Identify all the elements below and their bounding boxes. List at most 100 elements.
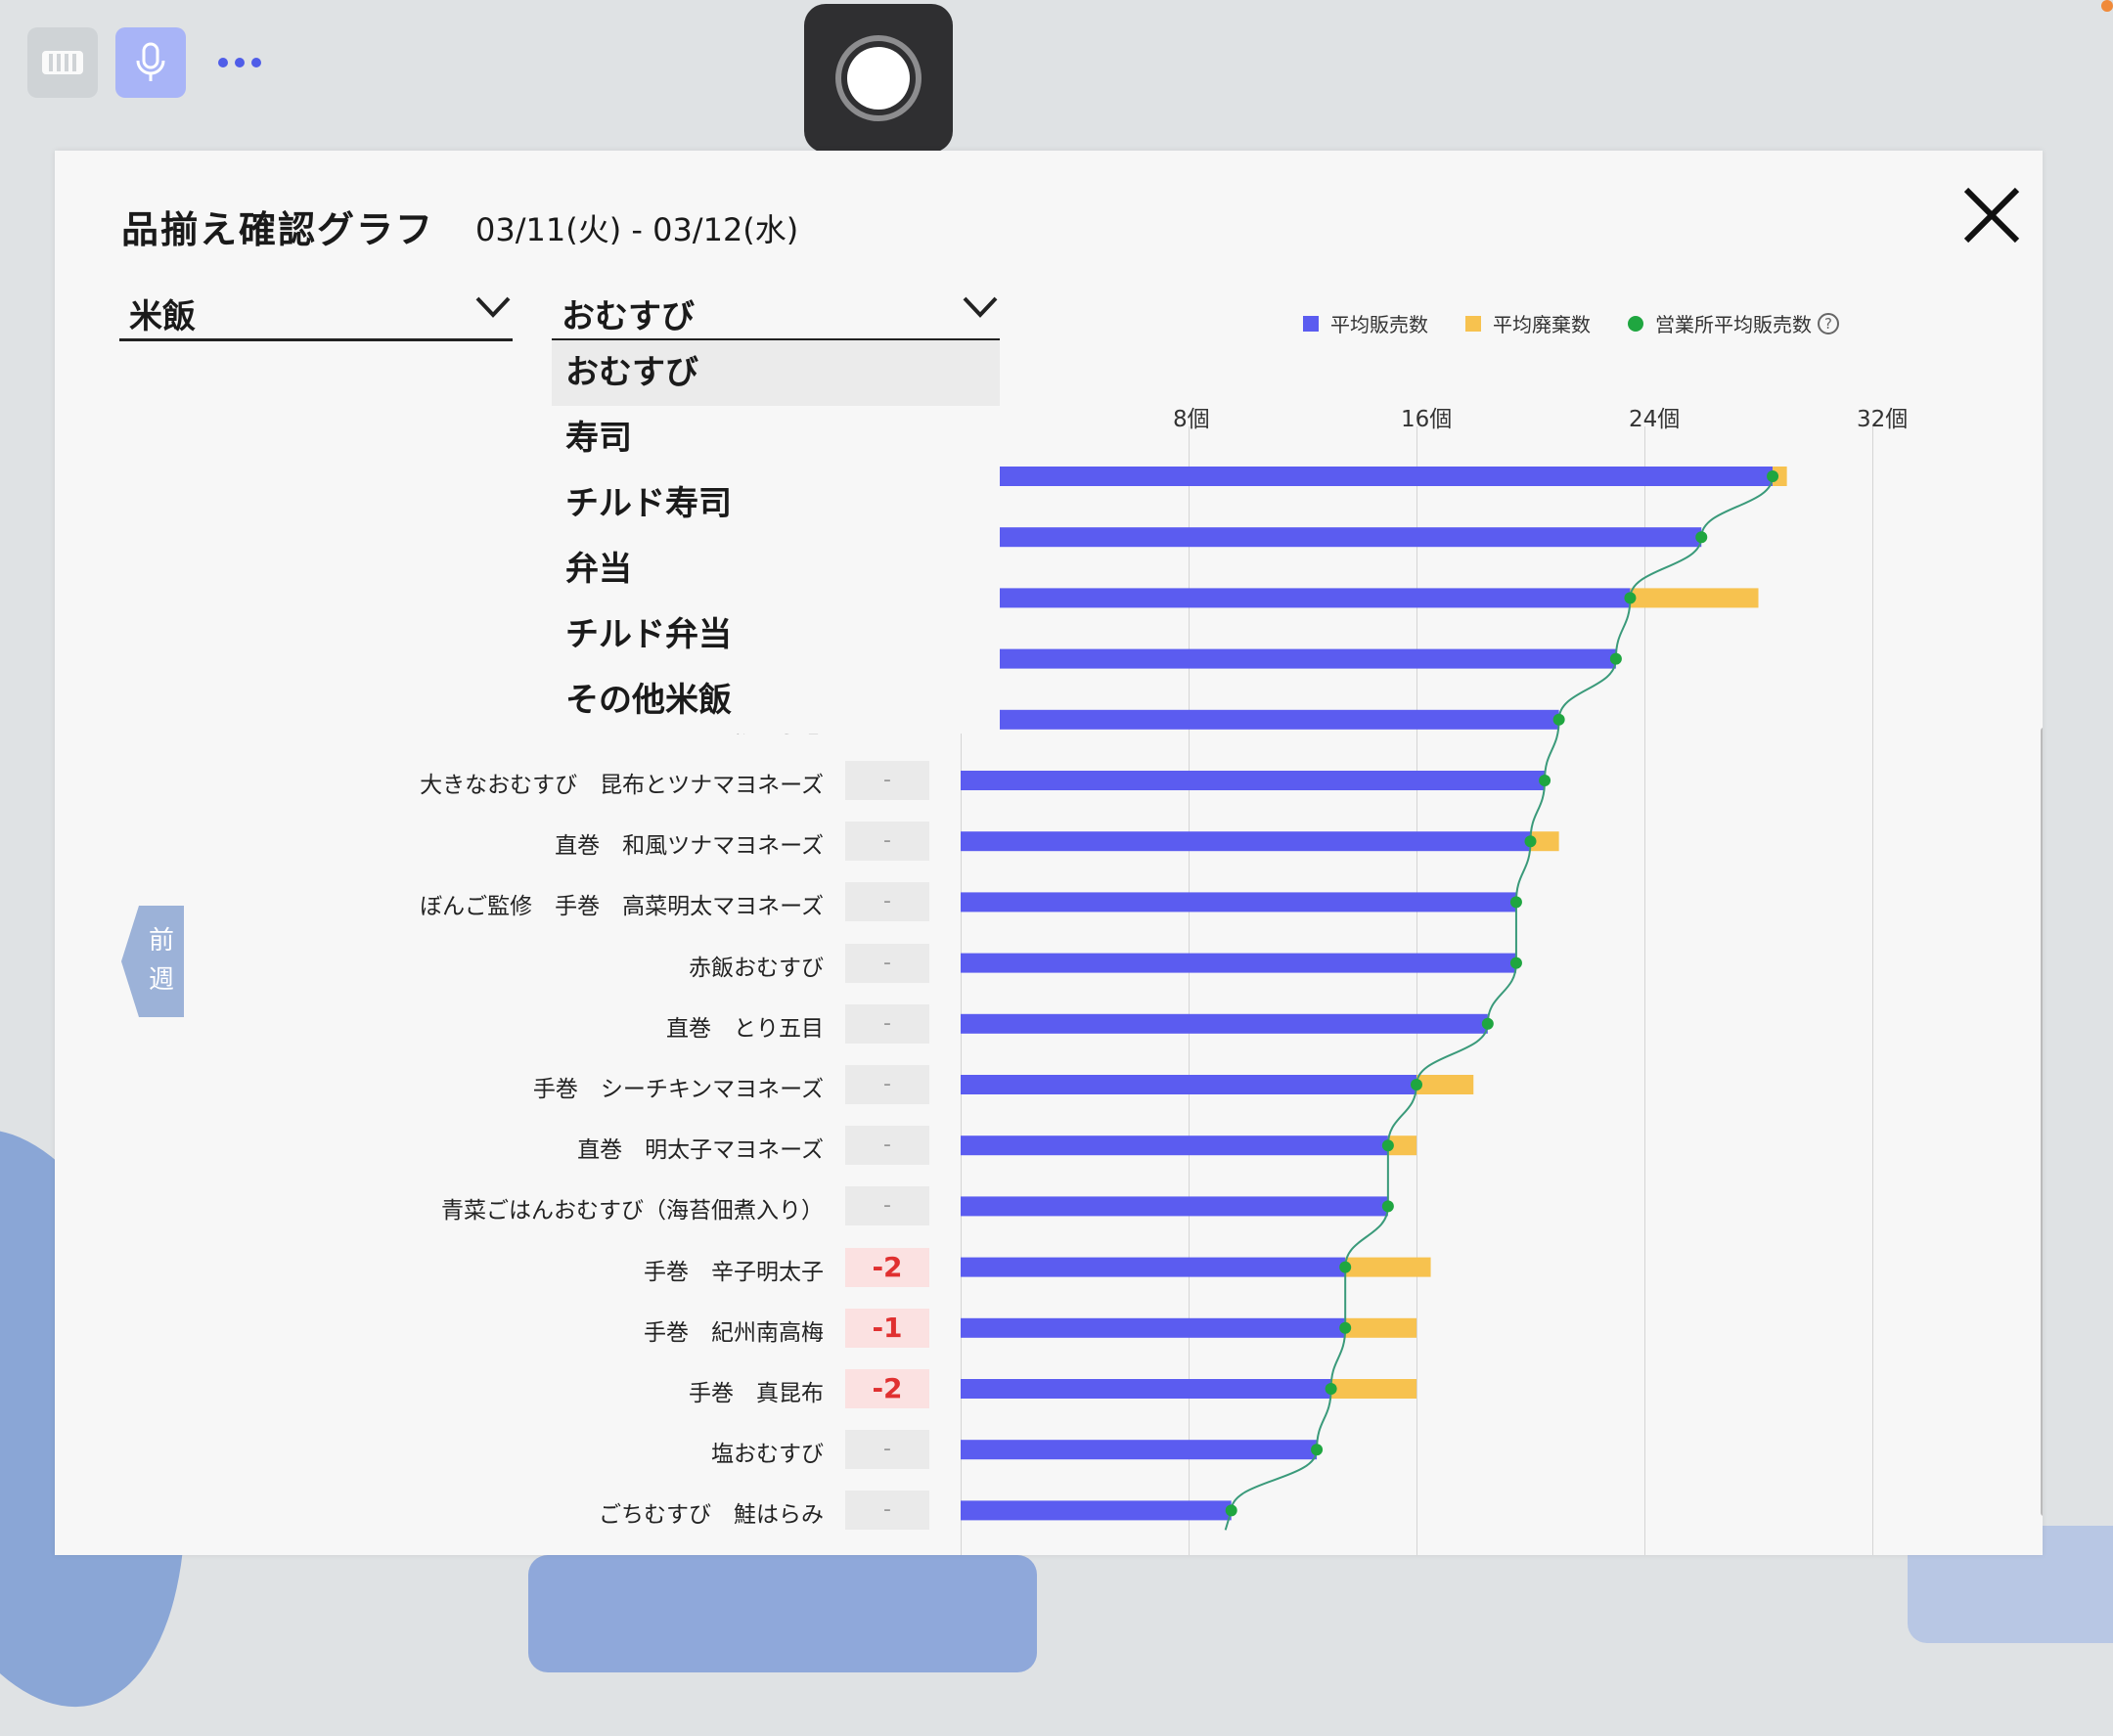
microphone-button[interactable]: [115, 27, 186, 98]
product-name: 塩おむすび: [711, 1442, 824, 1468]
diff-badge: -: [845, 1126, 929, 1166]
background-shape: [528, 1555, 1037, 1672]
scrollbar[interactable]: [2041, 728, 2043, 1516]
prev-week-label-2: 週: [148, 965, 174, 995]
bar-chart: [961, 467, 1787, 1531]
office-average-point: [1539, 775, 1551, 786]
office-average-line: [1224, 475, 1775, 1531]
sales-bar: [961, 771, 1546, 790]
sales-bar: [961, 953, 1516, 973]
microphone-icon: [136, 42, 165, 81]
office-average-point: [1509, 896, 1522, 909]
product-name: 手巻 真昆布: [689, 1381, 824, 1406]
dropdown-option[interactable]: 弁当: [565, 550, 632, 589]
waste-bar: [1530, 831, 1559, 852]
sales-bar: [961, 1500, 1232, 1521]
office-average-point: [1311, 1444, 1324, 1456]
sales-bar: [961, 1013, 1488, 1034]
diff-badge: -: [845, 882, 929, 922]
sales-bar: [961, 1075, 1416, 1094]
office-average-point: [1509, 957, 1522, 969]
office-average-point: [1524, 835, 1537, 848]
dropdown-option[interactable]: その他米飯: [565, 681, 732, 720]
sales-bar: [961, 1317, 1346, 1338]
more-button[interactable]: [205, 27, 274, 98]
product-name: 直巻 和風ツナマヨネーズ: [555, 833, 824, 860]
sales-bar: [961, 1196, 1388, 1217]
dropdown-option[interactable]: チルド弁当: [565, 615, 732, 654]
legend-swatch: [1465, 315, 1481, 332]
waste-bar: [1773, 467, 1787, 486]
more-dots-icon: [218, 58, 261, 67]
sales-bar: [961, 892, 1516, 913]
diff-badge: -: [845, 1491, 929, 1531]
waste-bar: [1630, 588, 1759, 608]
legend-sales-label: 平均販売数: [1330, 313, 1428, 336]
diff-badge: -2: [845, 1247, 929, 1287]
waste-bar: [1416, 1075, 1474, 1094]
legend-waste-label: 平均廃棄数: [1493, 313, 1591, 336]
sales-bar: [961, 1379, 1331, 1399]
keyboard-button[interactable]: [27, 27, 98, 98]
dropdown-option[interactable]: おむすび: [552, 340, 1000, 406]
sales-bar: [961, 588, 1631, 608]
waste-bar: [1345, 1317, 1416, 1338]
product-name: 手巻 シーチキンマヨネーズ: [532, 1077, 824, 1102]
legend-waste: 平均廃棄数: [1465, 309, 1591, 337]
prev-week-button[interactable]: 前 週: [121, 906, 184, 1017]
diff-badge: -: [845, 822, 929, 862]
legend-office-avg-label: 営業所平均販売数: [1655, 313, 1812, 336]
dropdown-option[interactable]: 寿司: [565, 419, 632, 458]
diff-badge: -2: [845, 1369, 929, 1408]
product-name: 手巻 紀州南高梅: [644, 1319, 824, 1346]
legend-swatch: [1628, 315, 1643, 332]
sales-bar: [961, 648, 1616, 669]
product-name: 直巻 明太子マヨネーズ: [577, 1137, 824, 1164]
chevron-down-icon: [963, 296, 998, 318]
office-average-point: [1325, 1383, 1337, 1395]
subcategory-dropdown-menu: おむすび寿司チルド寿司弁当チルド弁当その他米飯: [552, 340, 1000, 734]
waste-bar: [1387, 1135, 1416, 1156]
prev-week-tab-shape: [121, 906, 184, 1017]
product-name: 大きなおむすび 昆布とツナマヨネーズ: [420, 773, 824, 798]
assortment-graph-modal: 品揃え確認グラフ 03/11(火) - 03/12(水) 米飯 おむすび 平均販…: [55, 151, 2043, 1555]
help-icon[interactable]: ?: [1818, 312, 1839, 334]
office-average-point: [1767, 470, 1779, 482]
chart-legend: 平均販売数 平均廃棄数 営業所平均販売数 ?: [1303, 309, 1839, 337]
product-name: 青菜ごはんおむすび（海苔佃煮入り）: [441, 1198, 824, 1224]
product-name: 手巻 辛子明太子: [644, 1259, 824, 1285]
subcategory-select-value: おむすび: [562, 297, 695, 336]
dropdown-option[interactable]: チルド寿司: [565, 484, 732, 523]
sales-bar: [961, 1440, 1318, 1460]
record-button[interactable]: [804, 4, 953, 153]
sales-bar: [961, 527, 1702, 548]
close-icon[interactable]: [1960, 184, 2023, 246]
office-average-point: [1381, 1200, 1394, 1213]
office-average-point: [1411, 1079, 1422, 1091]
office-average-point: [1695, 531, 1708, 544]
legend-swatch: [1303, 315, 1319, 332]
date-range: 03/11(火) - 03/12(水): [475, 211, 799, 248]
diff-badge: -1: [845, 1308, 929, 1348]
gridline: [961, 426, 962, 1555]
office-average-point: [1225, 1504, 1237, 1517]
status-dot: [2101, 0, 2113, 12]
category-select[interactable]: 米飯: [119, 280, 513, 341]
sales-bar: [961, 831, 1531, 852]
office-average-point: [1339, 1261, 1352, 1273]
chevron-down-icon: [475, 296, 511, 318]
legend-office-avg: 営業所平均販売数 ?: [1628, 309, 1839, 337]
category-select-value: 米飯: [129, 297, 196, 336]
x-tick-label: 8個: [1173, 407, 1210, 432]
waste-bar: [1330, 1379, 1416, 1399]
product-name: 赤飯おむすび: [689, 955, 824, 981]
prev-week-label-1: 前: [148, 926, 174, 956]
diff-badge: -: [845, 1065, 929, 1104]
legend-sales: 平均販売数: [1303, 309, 1428, 337]
subcategory-select[interactable]: おむすび: [552, 280, 1000, 341]
x-tick-label: 32個: [1857, 407, 1909, 432]
office-average-point: [1339, 1321, 1352, 1334]
gridline: [1644, 426, 1645, 1555]
x-tick-label: 24個: [1629, 407, 1681, 432]
modal-title: 品揃え確認グラフ: [121, 208, 435, 251]
